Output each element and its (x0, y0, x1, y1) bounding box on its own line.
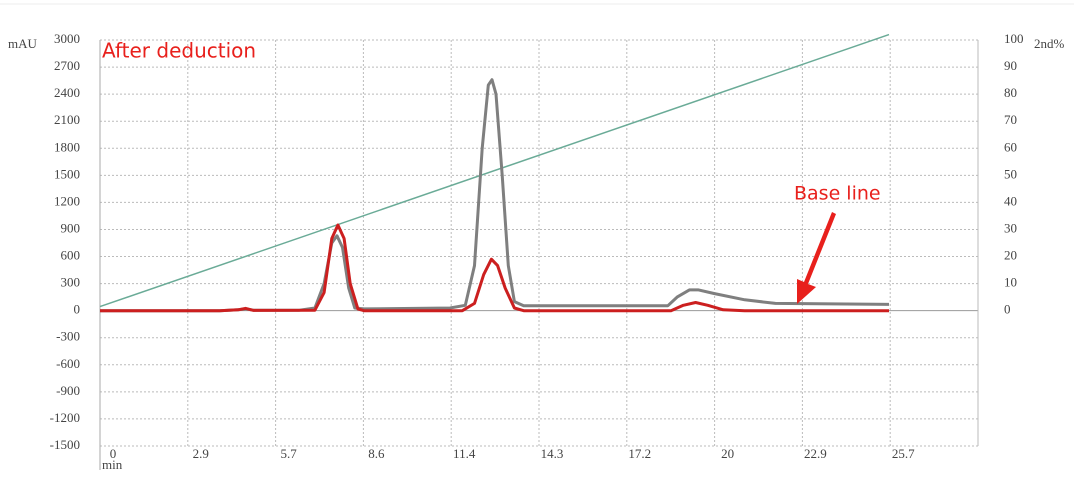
plot: -1500-1200-900-600-300030060090012001500… (50, 31, 1024, 470)
y-tick-label: -1500 (50, 437, 80, 452)
y2-tick-label: 60 (1004, 139, 1017, 154)
x-tick-label: 17.2 (628, 446, 651, 461)
y-tick-label: 3000 (54, 31, 80, 46)
y-tick-label: -600 (56, 356, 80, 371)
x-tick-label: 25.7 (892, 446, 915, 461)
y-tick-label: 600 (61, 248, 81, 263)
x-tick-label: 22.9 (804, 446, 827, 461)
y-tick-label: 2100 (54, 112, 80, 127)
annotation-title: After deduction (102, 39, 256, 63)
y2-axis-label: 2nd% (1034, 36, 1065, 51)
annotation-arrow (797, 212, 836, 304)
y-tick-label: 2400 (54, 85, 80, 100)
x-tick-label: 8.6 (368, 446, 385, 461)
series-line (100, 223, 889, 313)
y2-tick-label: 70 (1004, 112, 1017, 127)
y-tick-label: -1200 (50, 410, 80, 425)
x-tick-label: 20 (721, 446, 734, 461)
x-axis-label: min (102, 457, 123, 472)
x-tick-label: 11.4 (453, 446, 476, 461)
y2-tick-label: 100 (1004, 31, 1024, 46)
x-tick-label: 2.9 (193, 446, 209, 461)
x-tick-label: 5.7 (280, 446, 297, 461)
y-tick-label: 1200 (54, 193, 80, 208)
y-tick-label: 2700 (54, 58, 80, 73)
y2-tick-label: 50 (1004, 166, 1017, 181)
series-line (100, 78, 890, 313)
y-axis-label: mAU (8, 36, 38, 51)
y2-tick-label: 20 (1004, 248, 1017, 263)
annotation-baseline: Base line (794, 183, 881, 205)
y-tick-label: 1800 (54, 139, 80, 154)
y2-tick-label: 40 (1004, 193, 1017, 208)
y-tick-label: -900 (56, 383, 80, 398)
y2-tick-label: 30 (1004, 220, 1017, 235)
y2-tick-label: 90 (1004, 58, 1017, 73)
y2-tick-label: 10 (1004, 275, 1017, 290)
series-line (99, 33, 890, 308)
y-tick-label: 0 (74, 302, 81, 317)
y-tick-label: -300 (56, 329, 80, 344)
y-tick-label: 1500 (54, 166, 80, 181)
x-tick-label: 14.3 (541, 446, 564, 461)
x-tick-label: 0 (110, 446, 117, 461)
y-tick-label: 900 (61, 220, 81, 235)
y2-tick-label: 0 (1004, 302, 1011, 317)
y-tick-label: 300 (61, 275, 81, 290)
y2-tick-label: 80 (1004, 85, 1017, 100)
